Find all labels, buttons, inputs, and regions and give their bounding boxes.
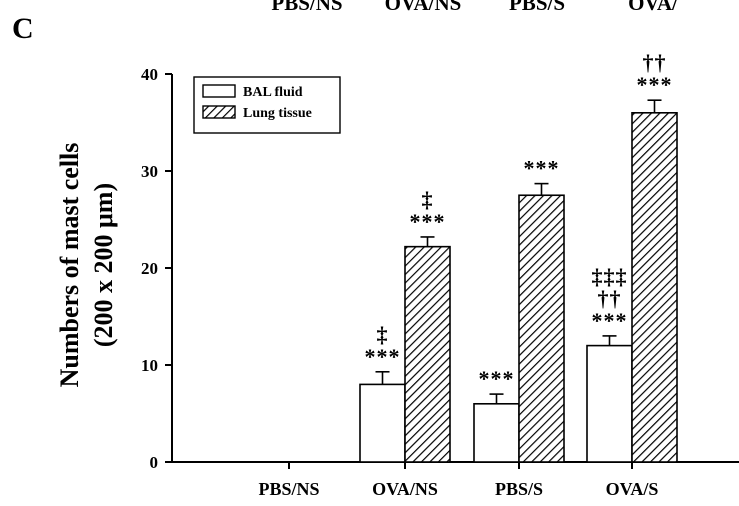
significance-mark: *** (479, 366, 515, 391)
y-tick-label: 0 (150, 453, 159, 472)
y-tick-label: 40 (141, 65, 158, 84)
legend-swatch-lung-tissue (202, 105, 236, 119)
significance-mark: ‡ (422, 187, 434, 212)
significance-mark: *** (365, 344, 401, 369)
legend-label: BAL fluid (243, 85, 303, 100)
x-tick-label: OVA/NS (372, 479, 438, 499)
lung-tissue-bar (404, 245, 451, 463)
significance-mark: *** (592, 308, 628, 333)
lung-tissue-bar (631, 112, 678, 463)
significance-mark: *** (637, 72, 673, 97)
y-tick-label: 10 (141, 356, 158, 375)
y-axis-label-line: (200 x 200 μm) (89, 183, 118, 347)
significance-mark: ‡ (377, 322, 389, 347)
significance-annotations: ***‡******††‡‡‡***‡******†† (365, 50, 673, 391)
significance-mark: ‡‡‡ (592, 264, 628, 289)
significance-mark: *** (410, 209, 446, 234)
top-category-label: OVA/ (628, 0, 679, 15)
top-category-label: PBS/NS (271, 0, 342, 15)
x-tick-label: PBS/NS (258, 479, 319, 499)
y-axis-label-line: Numbers of mast cells (55, 143, 84, 388)
top-category-label: OVA/NS (385, 0, 462, 15)
y-tick-label: 20 (141, 259, 158, 278)
x-tick-label: PBS/S (495, 479, 543, 499)
significance-mark: *** (524, 156, 560, 181)
bal-fluid-bar (359, 383, 406, 463)
legend-label: Lung tissue (243, 106, 312, 121)
significance-mark: †† (643, 50, 667, 75)
y-axis-label: Numbers of mast cells (200 x 200 μm) (55, 143, 118, 388)
legend-swatch-bal-fluid (202, 84, 236, 98)
significance-mark: †† (598, 286, 622, 311)
axes: 0 10 20 30 40 PBS/NS OVA/NS PBS/S OVA/S (141, 65, 739, 499)
bal-fluid-bar (586, 344, 633, 463)
bars (359, 99, 678, 463)
y-tick-label: 30 (141, 162, 158, 181)
bal-fluid-bar (473, 402, 520, 463)
lung-tissue-bar (518, 194, 565, 463)
legend: BAL fluid Lung tissue (193, 76, 341, 134)
x-tick-label: OVA/S (606, 479, 659, 499)
panel-label: C (12, 12, 34, 45)
top-category-labels: PBS/NS OVA/NS PBS/S OVA/ (271, 0, 679, 15)
top-category-label: PBS/S (509, 0, 565, 15)
